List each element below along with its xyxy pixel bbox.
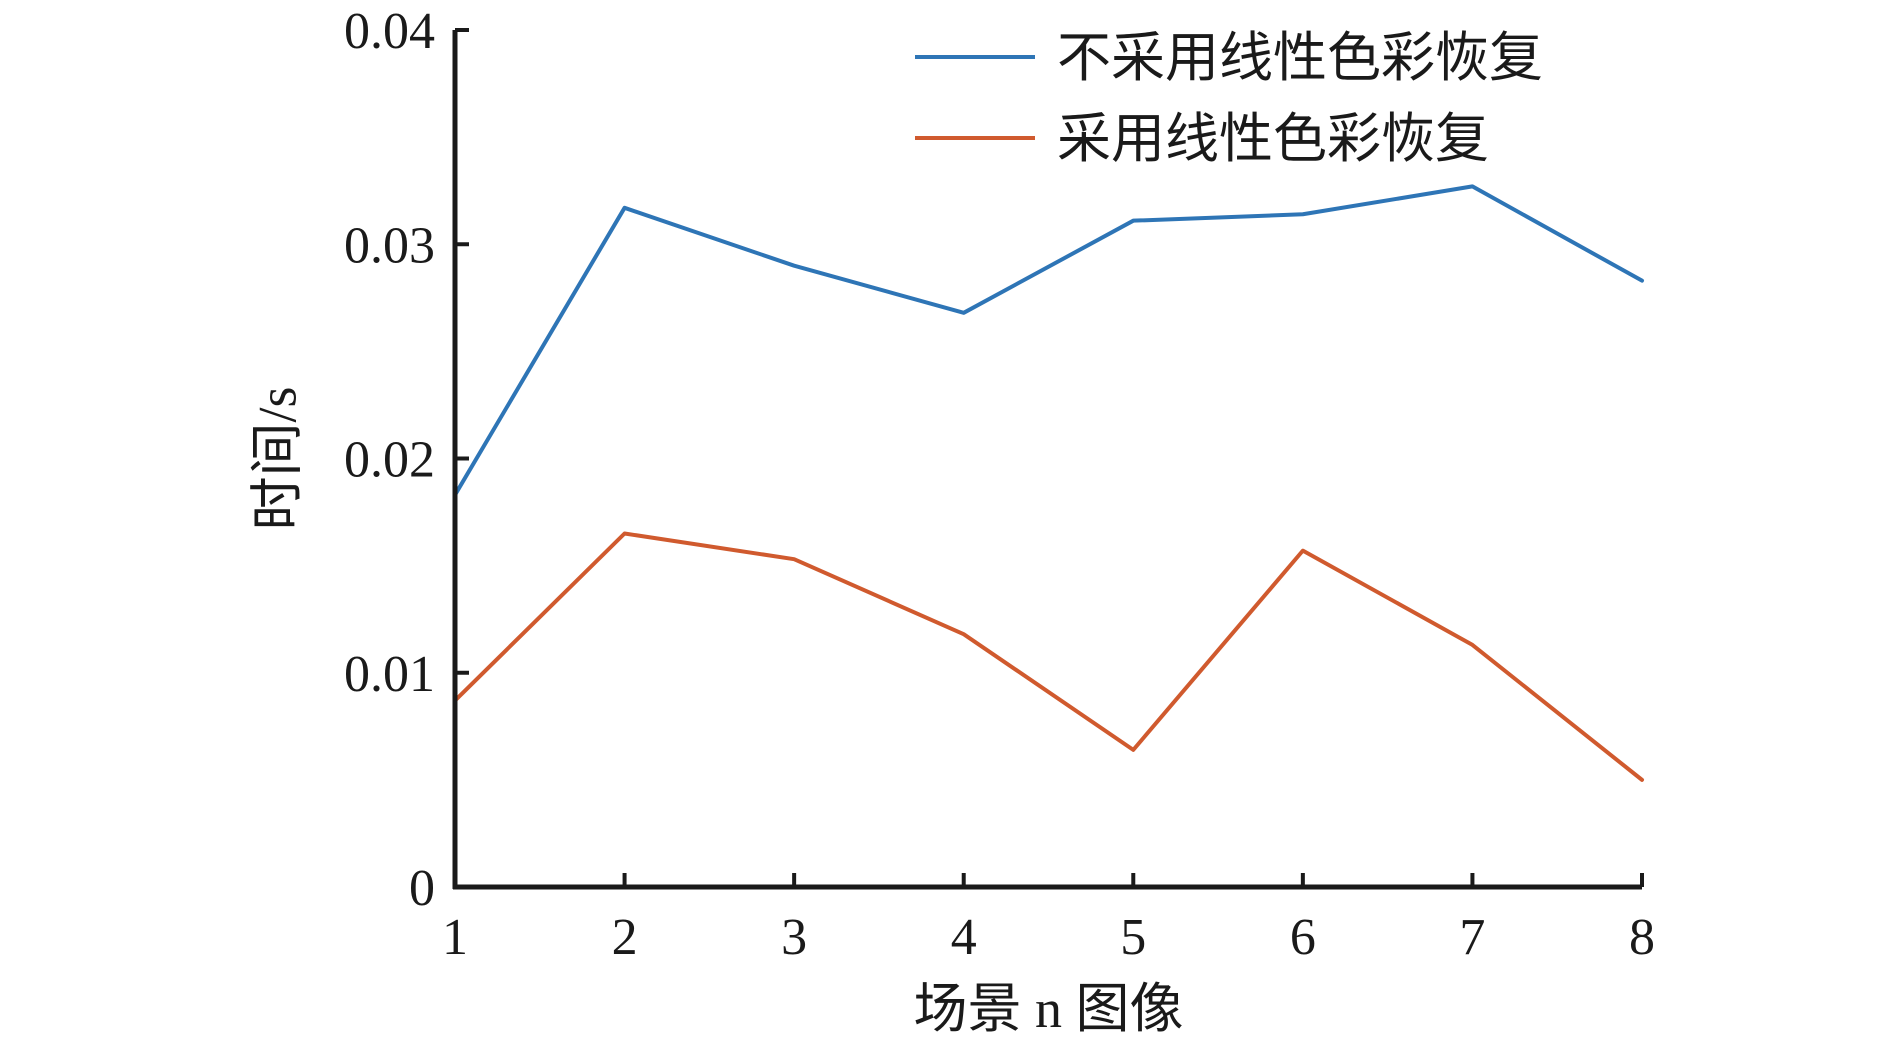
axis-titles-layer: 场景 n 图像 时间/s xyxy=(247,386,1183,1039)
series-line-1 xyxy=(453,184,1644,497)
y-tick-label: 0.01 xyxy=(344,646,435,703)
x-tick-label: 1 xyxy=(442,909,468,966)
series-layer xyxy=(453,184,1644,782)
y-tick-label: 0.04 xyxy=(344,3,435,60)
legend-label-2: 采用线性色彩恢复 xyxy=(1057,109,1489,169)
legend-label-1: 不采用线性色彩恢复 xyxy=(1057,28,1543,88)
x-tick-label: 2 xyxy=(612,909,638,966)
ticks-layer: 0 0.01 0.02 0.03 0.04 1 2 3 4 5 6 7 8 xyxy=(344,3,1655,966)
x-tick-label: 8 xyxy=(1629,909,1655,966)
x-tick-label: 4 xyxy=(951,909,977,966)
y-tick-label: 0 xyxy=(409,860,435,917)
y-tick-label: 0.03 xyxy=(344,217,435,274)
series-line-2 xyxy=(453,531,1644,782)
x-tick-label: 3 xyxy=(781,909,807,966)
x-tick-label: 5 xyxy=(1120,909,1146,966)
y-axis-title: 时间/s xyxy=(247,386,307,530)
x-axis-title: 场景 n 图像 xyxy=(914,979,1184,1039)
x-tick-label: 6 xyxy=(1290,909,1316,966)
y-tick-label: 0.02 xyxy=(344,432,435,489)
x-tick-label: 7 xyxy=(1459,909,1485,966)
